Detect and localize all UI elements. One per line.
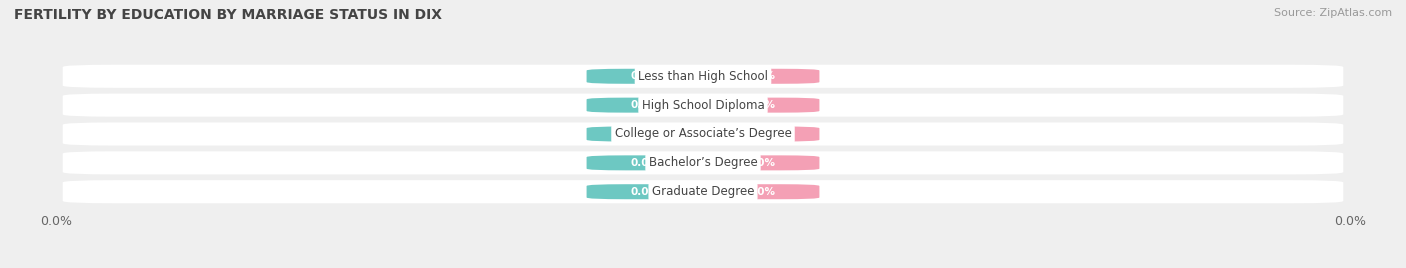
Text: 0.0%: 0.0% [747, 129, 776, 139]
Text: 0.0%: 0.0% [630, 71, 659, 81]
FancyBboxPatch shape [63, 122, 1343, 146]
FancyBboxPatch shape [586, 126, 703, 142]
FancyBboxPatch shape [586, 184, 703, 199]
Text: Less than High School: Less than High School [638, 70, 768, 83]
FancyBboxPatch shape [63, 65, 1343, 88]
Text: 0.0%: 0.0% [747, 71, 776, 81]
FancyBboxPatch shape [703, 155, 820, 170]
FancyBboxPatch shape [63, 180, 1343, 203]
Text: FERTILITY BY EDUCATION BY MARRIAGE STATUS IN DIX: FERTILITY BY EDUCATION BY MARRIAGE STATU… [14, 8, 441, 22]
FancyBboxPatch shape [703, 69, 820, 84]
FancyBboxPatch shape [703, 126, 820, 142]
FancyBboxPatch shape [63, 151, 1343, 174]
Text: 0.0%: 0.0% [630, 187, 659, 197]
FancyBboxPatch shape [586, 155, 703, 170]
Text: 0.0%: 0.0% [630, 158, 659, 168]
Text: College or Associate’s Degree: College or Associate’s Degree [614, 128, 792, 140]
FancyBboxPatch shape [586, 98, 703, 113]
Text: Source: ZipAtlas.com: Source: ZipAtlas.com [1274, 8, 1392, 18]
Text: Graduate Degree: Graduate Degree [652, 185, 754, 198]
FancyBboxPatch shape [703, 184, 820, 199]
Text: Bachelor’s Degree: Bachelor’s Degree [648, 156, 758, 169]
Text: 0.0%: 0.0% [630, 129, 659, 139]
FancyBboxPatch shape [63, 94, 1343, 117]
Text: High School Diploma: High School Diploma [641, 99, 765, 112]
Text: 0.0%: 0.0% [630, 100, 659, 110]
Text: 0.0%: 0.0% [747, 187, 776, 197]
FancyBboxPatch shape [703, 98, 820, 113]
FancyBboxPatch shape [586, 69, 703, 84]
Text: 0.0%: 0.0% [747, 158, 776, 168]
Text: 0.0%: 0.0% [747, 100, 776, 110]
